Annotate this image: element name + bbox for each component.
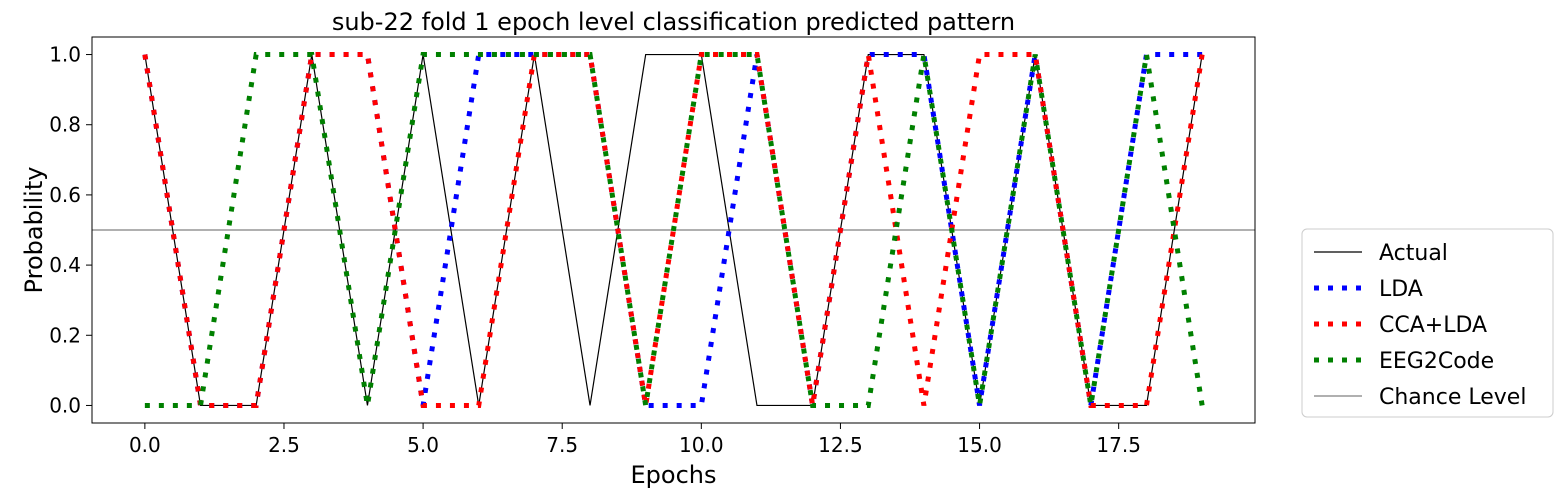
- x-axis: 0.0 2.5 5.0 7.5 10.0 12.5 15.0 17.5: [129, 423, 1141, 457]
- series-line-eeg2code: [144, 52, 1205, 408]
- y-tick-label: 0.4: [49, 253, 81, 277]
- legend-label: Chance Level: [1379, 385, 1526, 410]
- legend-label: LDA: [1379, 277, 1423, 302]
- x-tick-label: 10.0: [679, 433, 724, 457]
- x-tick-label: 0.0: [129, 433, 161, 457]
- chart-title: sub-22 fold 1 epoch level classification…: [332, 8, 1015, 36]
- y-tick-label: 0.8: [49, 113, 81, 137]
- x-tick-label: 12.5: [818, 433, 863, 457]
- x-tick-label: 2.5: [268, 433, 300, 457]
- legend-box: [1301, 228, 1554, 418]
- series-layer: [92, 52, 1255, 408]
- x-tick-label: 15.0: [957, 433, 1002, 457]
- legend: Actual LDA CCA+LDA EEG2Code Chance Level: [1301, 228, 1554, 418]
- legend-label: CCA+LDA: [1379, 313, 1487, 338]
- y-axis: 0.0 0.2 0.4 0.6 0.8 1.0: [49, 43, 92, 417]
- legend-label: EEG2Code: [1379, 349, 1494, 374]
- axes-frame: [91, 36, 1256, 424]
- x-tick-label: 7.5: [546, 433, 578, 457]
- y-tick-label: 0.2: [49, 323, 81, 347]
- x-tick-label: 17.5: [1096, 433, 1141, 457]
- y-tick-label: 0.6: [49, 183, 81, 207]
- series-line-actual: [144, 53, 1203, 407]
- y-tick-label: 1.0: [49, 43, 81, 67]
- y-tick-label: 0.0: [49, 393, 81, 417]
- x-tick-label: 5.0: [407, 433, 439, 457]
- y-axis-title: Probability: [20, 167, 48, 294]
- x-axis-title: Epochs: [631, 461, 717, 489]
- legend-label: Actual: [1379, 241, 1448, 266]
- plot-area: [91, 36, 1256, 424]
